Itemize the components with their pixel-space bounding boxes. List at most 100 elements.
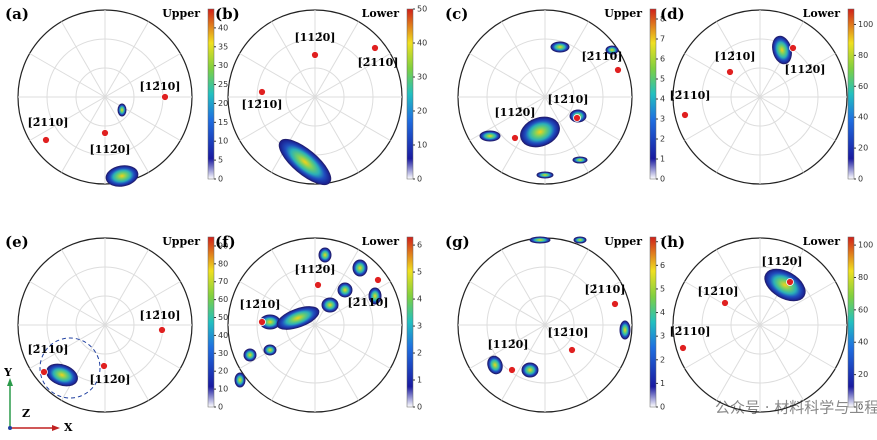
panel-label: (c) (445, 5, 468, 23)
pole-label: [2̄110] (669, 89, 710, 102)
pole-label: [2̄110] (27, 116, 68, 129)
highlight (39, 337, 101, 399)
panel-label: (e) (5, 233, 29, 251)
colorbar-tick-label: 20 (858, 370, 868, 379)
pole-label: [112̄0] (89, 143, 130, 156)
colorbar-tick-label: 15 (218, 118, 228, 127)
colorbar-tick-label: 0 (218, 403, 223, 412)
pole-dot (573, 114, 581, 122)
colorbar-tick-label: 1 (660, 379, 665, 388)
colorbar (847, 8, 855, 180)
pole-dot (726, 68, 734, 76)
colorbar-tick-label: 80 (218, 259, 228, 268)
pole-label: [12̄10] (547, 326, 588, 339)
colorbar-tick-label: 25 (218, 80, 228, 89)
contour (520, 116, 560, 148)
contour (321, 297, 339, 313)
colorbar-tick-label: 0 (660, 403, 665, 412)
axis-z: Z (22, 407, 30, 420)
colorbar-tick-label: 0 (858, 175, 863, 184)
pole-dot (258, 318, 266, 326)
pole-dot (374, 276, 382, 284)
pole-label: [12̄10] (139, 80, 180, 93)
colorbar-tick-label: 7 (660, 35, 665, 44)
pole-label: [12̄10] (714, 50, 755, 63)
contour (479, 130, 501, 142)
colorbar-tick-label: 50 (417, 5, 427, 14)
pole-dot (161, 93, 169, 101)
colorbar-tick-label: 100 (858, 241, 873, 250)
axes-icon: Y Z X (3, 366, 73, 434)
colorbar-tick-label: 40 (417, 39, 427, 48)
net-spoke (469, 53, 621, 141)
colorbar-tick-label: 0 (218, 175, 223, 184)
colorbar-tick-label: 3 (660, 332, 665, 341)
contour (318, 247, 332, 263)
contour (117, 103, 127, 117)
pole-dot (158, 326, 166, 334)
pole-figure: [112̄0][12̄10][2̄110](h) Lower02040608010… (660, 233, 873, 413)
pole-dot (679, 344, 687, 352)
pole-label: [12̄10] (697, 285, 738, 298)
contour (263, 344, 277, 356)
contour (368, 287, 382, 305)
colorbar-tick-label: 30 (218, 349, 228, 358)
colorbar-tick-label: 4 (417, 295, 422, 304)
contour (573, 236, 587, 244)
colorbar-tick-label: 10 (218, 137, 228, 146)
colorbar-tick-label: 0 (660, 175, 665, 184)
colorbar-tick-label: 70 (218, 277, 228, 286)
contour (572, 156, 588, 164)
pole-label: [2̄110] (27, 343, 68, 356)
pole-figure: [12̄10] [2̄110] [112̄0] (e) Upper 0 10 20 30 40 50… (5, 233, 228, 413)
colorbar-tick-label: 5 (660, 284, 665, 293)
pole-dot (40, 368, 48, 376)
colorbar (207, 8, 215, 180)
colorbar-tick-label: 20 (858, 144, 868, 153)
colorbar-tick-label: 60 (858, 305, 868, 314)
pole-label: [112̄0] (784, 63, 825, 76)
pole-label: [2̄110] (357, 56, 398, 69)
colorbar-tick-label: 10 (218, 385, 228, 394)
colorbar-tick-label: 80 (858, 273, 868, 282)
pole-figure: [2̄110] [112̄0] [12̄10] (c) Upper 0 1 2 3 4 5 6 7 8 (445, 5, 665, 185)
pole-dot (789, 44, 797, 52)
panel-label: (h) (660, 233, 685, 251)
pole-dot (42, 136, 50, 144)
pole-label: [112̄0] (494, 106, 535, 119)
colorbar (207, 236, 215, 408)
colorbar-tick-label: 2 (660, 355, 665, 364)
colorbar-tick-label: 0 (417, 175, 422, 184)
contour (243, 348, 257, 362)
net-spoke (29, 281, 181, 369)
contour (352, 259, 368, 277)
contour (487, 355, 503, 375)
net-spoke (239, 53, 391, 141)
pole-label: [2̄110] (581, 50, 622, 63)
contour (234, 372, 246, 388)
pole-dot (371, 44, 379, 52)
pole-label: [12̄10] (547, 93, 588, 106)
hemisphere: Lower (362, 235, 400, 248)
pole-dot (721, 299, 729, 307)
colorbar-tick-label: 1 (417, 376, 422, 385)
panel-label: (d) (660, 5, 685, 23)
colorbar-tick-label: 40 (858, 113, 868, 122)
colorbar-tick-label: 0 (417, 403, 422, 412)
contour (605, 45, 619, 55)
pole-dot (511, 134, 519, 142)
colorbar-tick-label: 90 (218, 241, 228, 250)
hemisphere: Upper (162, 7, 200, 20)
pole-dot (611, 300, 619, 308)
colorbar-tick-label: 10 (417, 141, 427, 150)
colorbar-tick-label: 5 (417, 268, 422, 277)
contour (521, 362, 539, 378)
hemisphere: Upper (162, 235, 200, 248)
pole-dot (614, 66, 622, 74)
colorbar-tick-label: 20 (218, 367, 228, 376)
pole-dot (258, 88, 266, 96)
pole-figure: [12̄10][112̄0][2̄110](d) Lower02040608010… (660, 5, 873, 185)
colorbar-tick-label: 2 (660, 135, 665, 144)
colorbar-tick-label: 4 (660, 95, 665, 104)
